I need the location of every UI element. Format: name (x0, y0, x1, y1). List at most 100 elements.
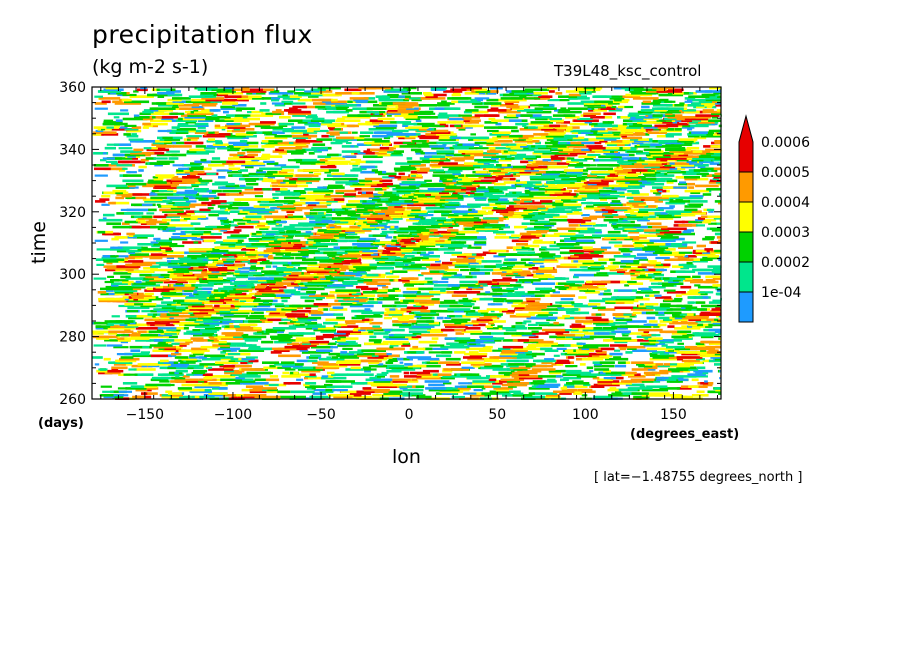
precip-streak (344, 193, 357, 196)
precip-streak (345, 236, 360, 239)
precip-streak (260, 282, 281, 285)
precip-streak (716, 181, 721, 184)
precip-streak (504, 373, 510, 376)
precip-streak (603, 218, 624, 222)
precip-streak (265, 328, 285, 332)
precip-streak (599, 176, 613, 179)
precip-streak (137, 363, 158, 366)
precip-streak (336, 316, 345, 320)
precip-streak (245, 244, 269, 248)
precip-streak (268, 277, 292, 280)
precip-streak (347, 220, 355, 224)
precip-streak (423, 201, 433, 205)
precip-streak (454, 351, 466, 354)
precip-streak (141, 392, 148, 395)
precip-streak (167, 265, 191, 268)
precip-streak (419, 184, 446, 188)
precip-streak (269, 364, 276, 368)
precip-streak (393, 258, 404, 261)
precip-streak (716, 289, 721, 292)
precip-streak (683, 265, 697, 268)
precip-streak (290, 232, 314, 236)
precip-streak (243, 344, 257, 347)
precip-streak (578, 255, 604, 258)
precip-streak (537, 206, 546, 210)
precip-streak (492, 382, 503, 385)
precip-streak (193, 352, 204, 356)
precip-streak (697, 218, 717, 222)
precip-streak (418, 287, 434, 291)
precip-streak (229, 308, 238, 311)
precip-streak (174, 351, 179, 354)
precip-streak (190, 395, 200, 399)
precip-streak (452, 261, 468, 265)
precip-streak (124, 212, 144, 215)
precip-streak (643, 337, 663, 340)
precip-streak (211, 291, 225, 294)
precip-streak (236, 253, 251, 256)
precip-streak (92, 330, 109, 334)
precip-streak (212, 344, 230, 347)
precip-streak (347, 210, 374, 213)
precip-streak (676, 366, 697, 370)
precip-streak (595, 210, 608, 213)
precip-streak (659, 353, 669, 356)
precip-streak (580, 189, 597, 193)
precip-streak (511, 371, 538, 375)
precip-streak (577, 229, 602, 232)
precip-streak (411, 325, 435, 328)
precip-streak (658, 198, 671, 201)
precip-streak (525, 273, 538, 277)
precip-streak (295, 275, 311, 279)
precip-streak (367, 356, 393, 359)
precip-streak (410, 371, 430, 375)
precip-streak (600, 347, 615, 351)
precip-streak (185, 263, 207, 267)
precip-streak (132, 395, 145, 399)
precip-streak (604, 289, 611, 292)
precip-streak (659, 268, 667, 272)
precip-streak (484, 191, 505, 195)
precip-streak (392, 304, 397, 308)
precip-streak (564, 227, 588, 231)
precip-streak (423, 347, 433, 351)
precip-streak (325, 318, 345, 322)
precip-streak (617, 270, 626, 273)
precip-streak (407, 178, 415, 181)
precip-streak (377, 375, 385, 378)
precip-streak (512, 198, 520, 201)
precip-streak (473, 364, 481, 368)
precip-streak (336, 291, 352, 294)
precip-streak (308, 376, 330, 380)
precip-streak (454, 337, 471, 340)
precip-streak (154, 323, 166, 327)
precip-streak (208, 382, 222, 385)
precip-streak (294, 184, 309, 188)
precip-streak (602, 186, 612, 189)
precip-streak (230, 394, 251, 397)
precip-streak (145, 333, 152, 337)
precip-streak (433, 241, 451, 244)
precip-streak (177, 212, 187, 215)
precip-streak (214, 296, 221, 299)
precip-streak (289, 373, 310, 376)
precip-streak (116, 334, 129, 337)
precip-streak (230, 309, 254, 313)
precip-streak (102, 390, 114, 393)
precip-streak (523, 395, 546, 399)
precip-streak (263, 366, 283, 370)
precip-streak (517, 368, 528, 371)
precip-streak (280, 191, 305, 195)
precip-streak (347, 299, 355, 302)
precip-streak (643, 371, 669, 375)
precip-streak (272, 265, 278, 268)
x-axis-label: lon (392, 446, 421, 468)
precip-streak (194, 284, 202, 287)
precip-streak (202, 189, 212, 193)
precip-streak (480, 337, 505, 340)
precip-streak (221, 272, 234, 275)
precip-streak (270, 335, 286, 339)
precip-streak (541, 361, 553, 364)
precip-streak (413, 236, 429, 239)
precip-streak (180, 230, 188, 234)
